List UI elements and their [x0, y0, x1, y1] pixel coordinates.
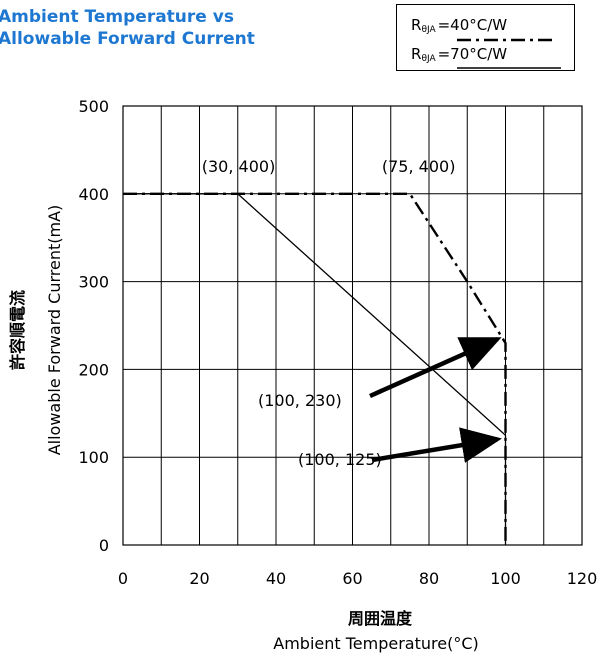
x-tick-label: 60: [342, 569, 362, 588]
y-tick-label: 0: [99, 536, 109, 555]
series-line-40: [123, 192, 507, 545]
x-tick-label: 80: [419, 569, 439, 588]
legend-subscript: θJA: [421, 25, 436, 35]
legend: RθJA =40°C/W RθJA =70°C/W: [396, 4, 575, 71]
legend-value: =40°C/W: [437, 16, 508, 34]
x-tick-label: 20: [189, 569, 209, 588]
x-axis-label-jp: 周囲温度: [348, 609, 413, 628]
y-tick-label: 100: [78, 448, 109, 467]
grid: [122, 105, 583, 546]
y-tick-label: 200: [78, 360, 109, 379]
x-tick-label: 40: [266, 569, 286, 588]
legend-entry-70: RθJA =70°C/W: [411, 45, 507, 64]
annotation-label: (100, 230): [258, 391, 342, 410]
legend-symbol: R: [411, 45, 422, 63]
y-tick-label: 500: [78, 97, 109, 116]
plot-frame: [122, 105, 583, 546]
chart-title-line-2: Allowable Forward Current: [0, 29, 255, 49]
annotation-arrow: [371, 427, 502, 463]
y-tick-label: 300: [78, 273, 109, 292]
annotation-label: (100, 125): [298, 450, 382, 469]
y-axis-label: Allowable Forward Current(mA): [45, 205, 64, 456]
legend-swatch-dash-dot: [457, 38, 557, 42]
tick-labels: 0 20 40 60 80 100 120 0 100 200 300 400 500: [78, 97, 597, 588]
x-tick-label: 120: [567, 569, 597, 588]
x-axis-label: Ambient Temperature(°C): [273, 634, 478, 653]
series-group: [123, 192, 507, 545]
chart-title-line-1: Ambient Temperature vs: [0, 7, 234, 27]
chart-title: Ambient Temperature vs Allowable Forward…: [0, 6, 255, 50]
legend-symbol: R: [411, 16, 422, 34]
annotation-label: (75, 400): [382, 157, 456, 176]
annotation-arrows: [369, 337, 502, 463]
annotation-label: (30, 400): [202, 157, 276, 176]
legend-subscript: θJA: [421, 54, 436, 64]
y-tick-label: 400: [78, 185, 109, 204]
x-tick-label: 0: [118, 569, 128, 588]
x-tick-label: 100: [490, 569, 521, 588]
y-axis-label-jp: 許容順電流: [8, 290, 27, 370]
legend-entry-40: RθJA =40°C/W: [411, 16, 507, 35]
annotation-arrow: [369, 337, 502, 399]
legend-swatch-solid: [457, 67, 561, 69]
legend-value: =70°C/W: [437, 45, 508, 63]
annotations: (30, 400) (75, 400) (100, 230) (100, 125): [202, 157, 456, 469]
